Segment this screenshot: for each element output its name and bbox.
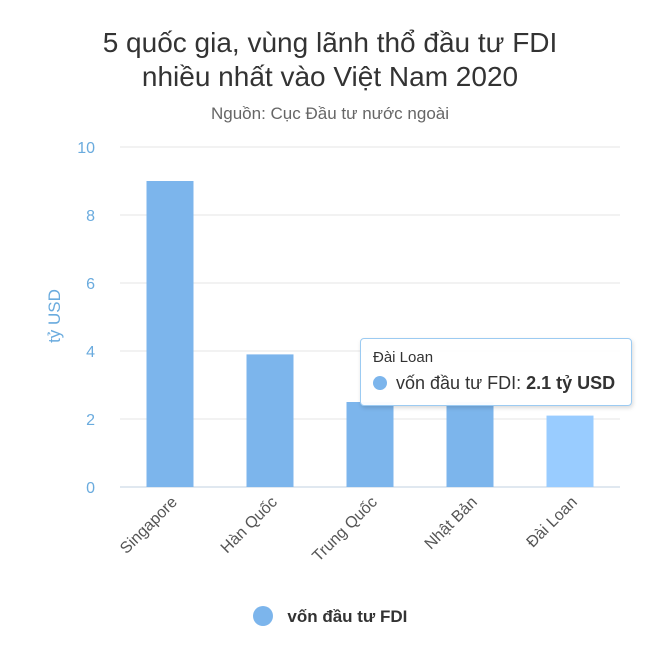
bar-singapore[interactable] [146,181,194,487]
x-tick-label: Nhật Bản [422,494,481,553]
x-tick-label: Singapore [117,494,181,558]
bar-đài-loan[interactable] [546,415,594,487]
y-tick-label: 2 [86,412,95,429]
x-tick-label: Hàn Quốc [218,494,281,557]
tooltip-row: vốn đầu tư FDI: 2.1 tỷ USD [373,371,619,395]
x-tick-label: Đài Loan [524,494,581,551]
chart-subtitle: Nguồn: Cục Đầu tư nước ngoài [210,104,450,123]
tooltip-series-dot [373,376,387,390]
y-axis-label: tỷ USD [45,289,64,343]
y-tick-labels: 0 2 4 6 8 10 [77,140,95,497]
chart-title-line-1: 5 quốc gia, vùng lãnh thổ đầu tư FDI [102,27,558,58]
chart-title-line-2: nhiều nhất vào Việt Nam 2020 [141,61,519,92]
chart-title: 5 quốc gia, vùng lãnh thổ đầu tư FDI nhi… [0,26,660,94]
y-tick-label: 8 [86,208,95,225]
y-tick-label: 0 [86,480,95,497]
bar-nhật-bản[interactable] [446,402,494,487]
tooltip-value: 2.1 tỷ USD [526,373,616,393]
y-tick-label: 4 [86,344,95,361]
bar-chart: 0 2 4 6 8 10 Singapore Hàn Quốc Trung Quốc Nhật … [45,140,620,565]
x-tick-labels: Singapore Hàn Quốc Trung Quốc Nhật Bản Đài L… [117,494,581,565]
tooltip: Đài Loan vốn đầu tư FDI: 2.1 tỷ USD [360,338,632,406]
legend-swatch [252,606,273,626]
legend[interactable]: vốn đầu tư FDI [0,606,660,627]
bar-hàn-quốc[interactable] [246,354,294,487]
bar-trung-quốc[interactable] [346,402,394,487]
tooltip-category: Đài Loan [373,349,434,366]
x-tick-label: Trung Quốc [309,494,380,565]
legend-item-label: vốn đầu tư FDI [287,607,408,626]
bars [146,181,594,487]
y-tick-label: 10 [77,140,95,157]
tooltip-series-name: vốn đầu tư FDI: [396,373,522,393]
y-tick-label: 6 [86,276,95,293]
